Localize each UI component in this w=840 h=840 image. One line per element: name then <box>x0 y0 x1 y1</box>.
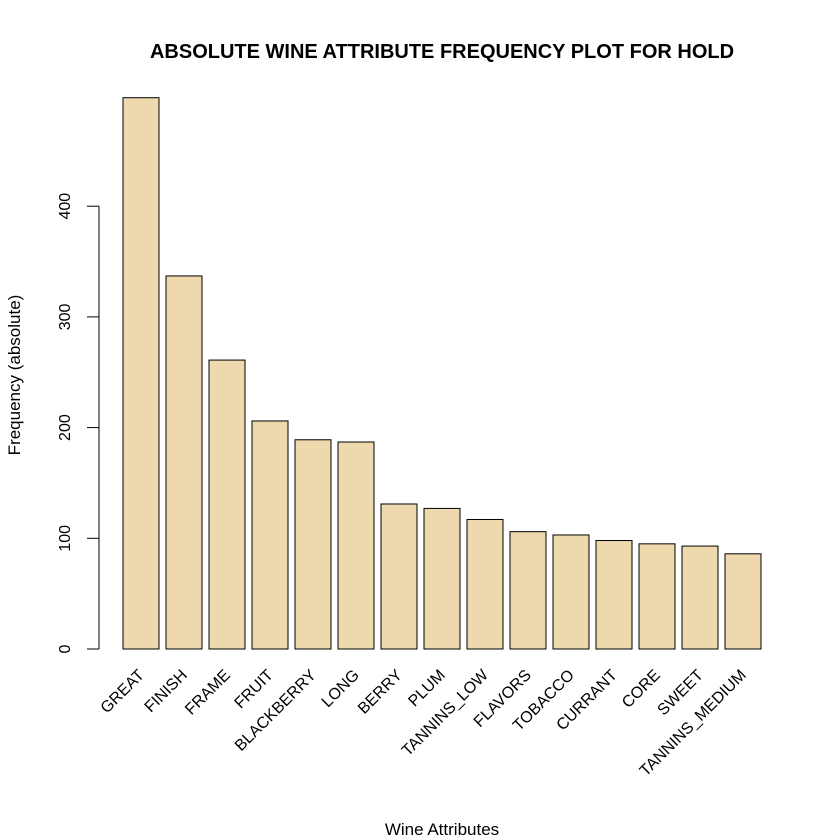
x-tick-label: FRAME <box>182 667 234 719</box>
x-axis-title: Wine Attributes <box>385 820 499 839</box>
x-tick-label: BERRY <box>355 667 406 718</box>
x-axis-labels: GREATFINISHFRAMEFRUITBLACKBERRYLONGBERRY… <box>98 666 750 780</box>
chart-title: ABSOLUTE WINE ATTRIBUTE FREQUENCY PLOT F… <box>150 41 734 63</box>
y-tick-label: 400 <box>57 193 74 220</box>
x-tick-label: GREAT <box>98 667 148 717</box>
bar-long <box>337 441 375 650</box>
bar-great <box>122 97 160 650</box>
y-tick-label: 300 <box>57 303 74 330</box>
bar-blackberry <box>294 439 332 650</box>
y-tick-label: 100 <box>57 525 74 552</box>
x-tick-label: BLACKBERRY <box>232 667 320 755</box>
bar-plum <box>423 507 461 650</box>
bar-frame <box>208 359 246 650</box>
bar-currant <box>595 540 633 650</box>
bars <box>122 97 762 650</box>
y-tick-label: 200 <box>57 414 74 441</box>
bar-flavors <box>509 531 547 650</box>
bar-tannins-medium <box>724 553 762 650</box>
bar-tobacco <box>552 534 590 650</box>
y-axis: 0 100 200 300 400 <box>57 193 100 653</box>
y-tick-label: 0 <box>57 644 74 653</box>
y-axis-title: Frequency (absolute) <box>5 295 24 456</box>
bar-core <box>638 543 676 650</box>
bar-finish <box>165 275 203 650</box>
bar-sweet <box>681 545 719 650</box>
bar-fruit <box>251 420 289 650</box>
bar-tannins-low <box>466 518 504 650</box>
bar-berry <box>380 503 418 650</box>
